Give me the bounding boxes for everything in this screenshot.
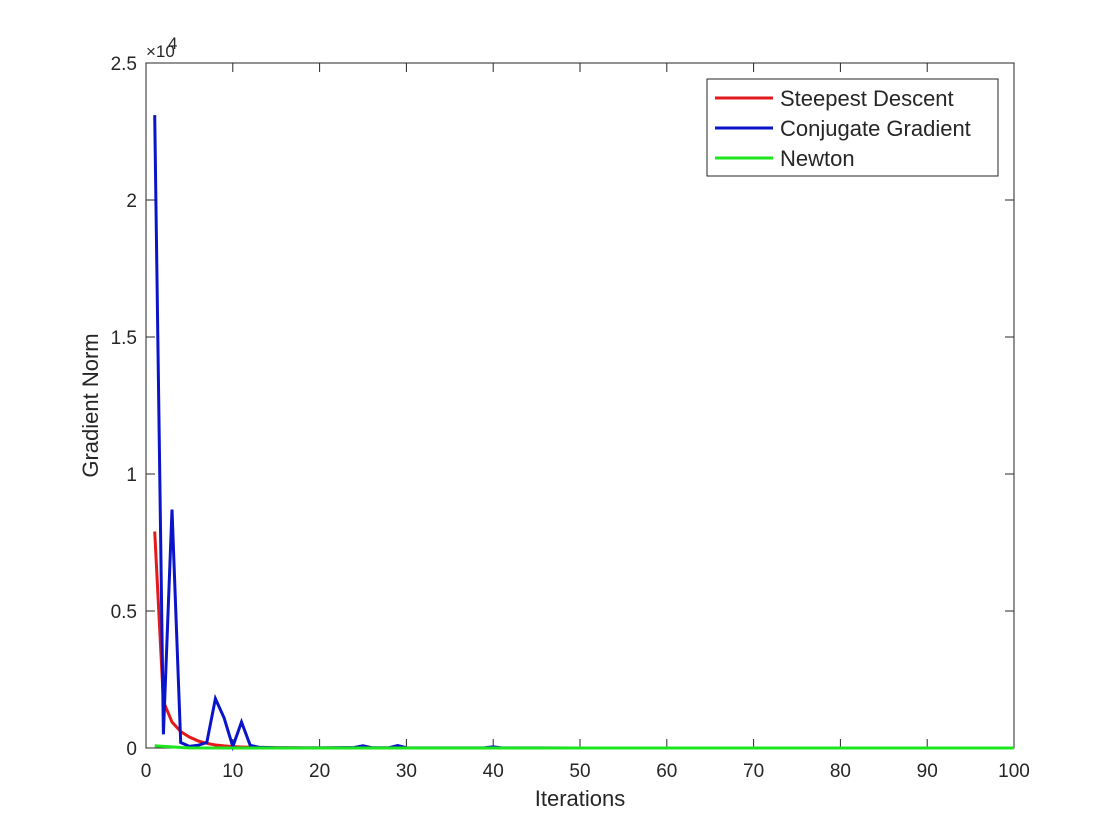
y-tick-label: 0.5: [111, 602, 137, 623]
y-tick-label: 2.5: [111, 54, 137, 75]
legend-label: Conjugate Gradient: [780, 116, 971, 141]
x-tick-label: 80: [830, 761, 851, 782]
y-tick-label: 0: [126, 739, 137, 760]
series-lines: [153, 115, 1014, 752]
x-tick-label: 20: [309, 761, 330, 782]
legend: Steepest Descent Conjugate Gradient Newton: [706, 78, 999, 177]
y-tick-label: 1: [126, 465, 137, 486]
axis-ticks: 0 10 20 30 40 50 60 70 80 90 100 0 0.5 1 1.5 2 2.5: [111, 54, 1030, 782]
x-tick-label: 30: [396, 761, 417, 782]
x-tick-label: 60: [656, 761, 677, 782]
x-tick-label: 90: [917, 761, 938, 782]
plot-area: [145, 62, 1015, 749]
y-exponent-power: 4: [168, 34, 177, 53]
x-tick-label: 40: [483, 761, 504, 782]
legend-label: Newton: [780, 146, 855, 171]
x-tick-label: 0: [141, 761, 152, 782]
legend-label: Steepest Descent: [780, 86, 954, 111]
y-tick-label: 2: [126, 191, 137, 212]
series-line-newton: [154, 744, 1014, 750]
x-tick-label: 50: [569, 761, 590, 782]
x-tick-label: 10: [222, 761, 243, 782]
y-axis-title: Gradient Norm: [78, 333, 103, 477]
y-exponent-label: ×10: [146, 42, 175, 61]
x-tick-label: 100: [998, 761, 1030, 782]
y-tick-label: 1.5: [111, 328, 137, 349]
x-tick-label: 70: [743, 761, 764, 782]
x-axis-title: Iterations: [535, 786, 626, 811]
